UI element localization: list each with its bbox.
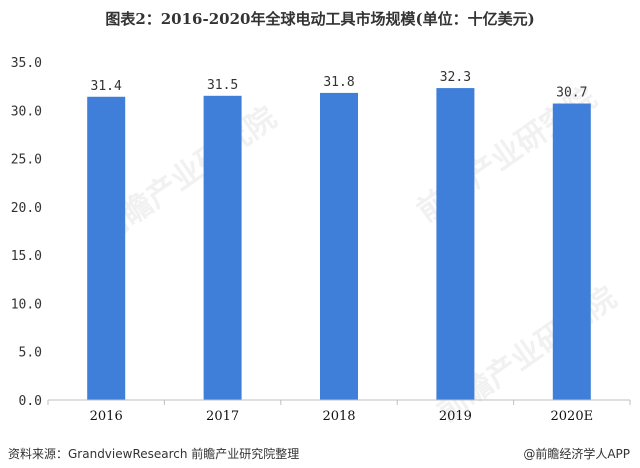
y-tick-label: 15.0 [11,249,42,264]
y-tick-label: 0.0 [19,394,42,409]
x-tick-label: 2019 [439,409,472,424]
y-tick-label: 25.0 [11,153,42,168]
data-label: 30.7 [556,86,587,101]
source-note: 资料来源：GrandviewResearch 前瞻产业研究院整理 [8,447,300,461]
data-label: 31.5 [207,78,238,93]
x-tick-label: 2016 [90,409,123,424]
bars: 31.4 31.5 31.8 32.3 30.7 [87,70,591,401]
data-label: 31.8 [323,75,354,90]
chart-title: 图表2：2016-2020年全球电动工具市场规模(单位：十亿美元) [105,10,535,28]
y-tick-label: 10.0 [11,297,42,312]
credit-note: @前瞻经济学人APP [523,447,630,461]
bar-2016 [87,96,126,400]
data-label: 32.3 [440,70,471,85]
bar-2020E [552,103,591,401]
y-tick-label: 20.0 [11,201,42,216]
data-label: 31.4 [91,79,122,94]
y-tick-label: 30.0 [11,104,42,119]
x-tick-label: 2018 [322,409,355,424]
y-tick-label: 5.0 [19,346,42,361]
y-axis: 0.0 5.0 10.0 15.0 20.0 25.0 30.0 35.0 [11,56,42,409]
x-axis: 2016 2017 2018 2019 2020E [47,399,631,424]
bar-2019 [436,88,475,401]
y-tick-label: 35.0 [11,56,42,71]
bar-2017 [203,95,242,401]
x-tick-label: 2020E [551,409,594,424]
x-tick-label: 2017 [206,409,239,424]
bar-2018 [320,92,358,400]
